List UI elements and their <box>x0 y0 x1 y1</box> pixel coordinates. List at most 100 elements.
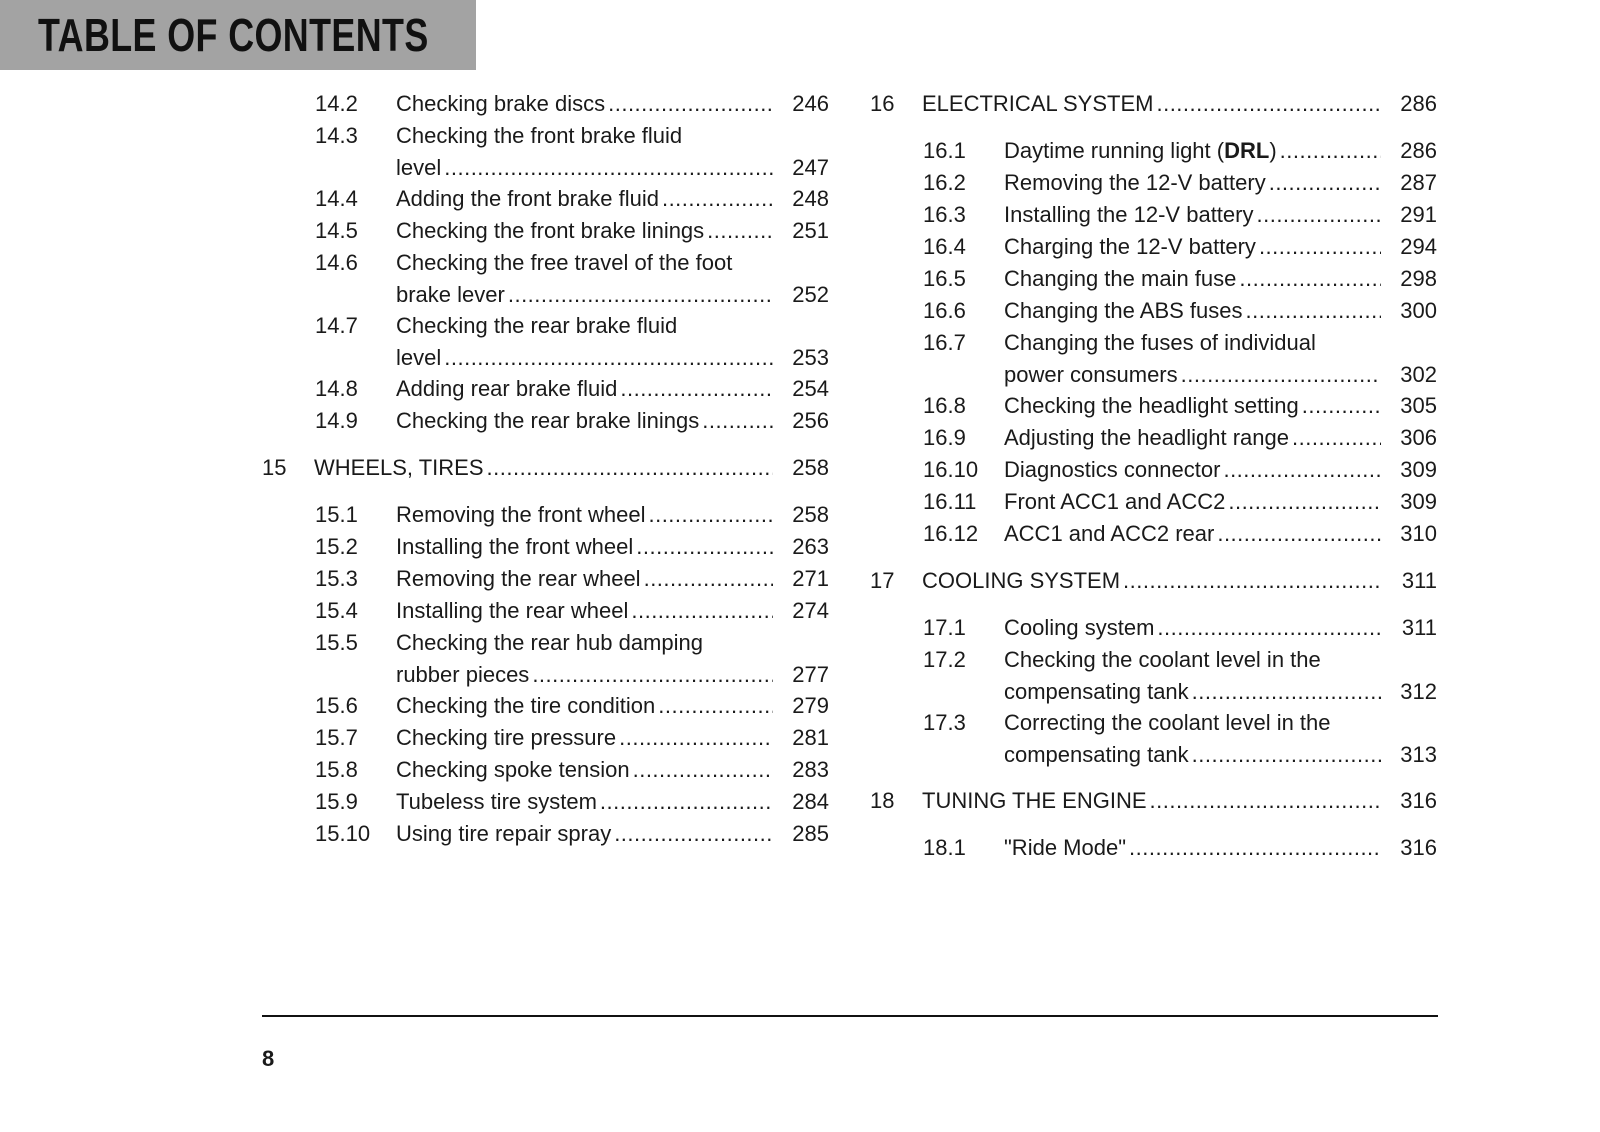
toc-entry[interactable]: 14.4 Adding the front brake fluid 248 <box>262 183 829 215</box>
toc-entry[interactable]: 14.8 Adding rear brake fluid 254 <box>262 373 829 405</box>
page-reference[interactable]: 281 <box>792 725 829 750</box>
toc-entry[interactable]: 16.10 Diagnostics connector 309 <box>870 454 1437 486</box>
section-title: Checking tire pressure <box>396 725 617 750</box>
page-reference[interactable]: 248 <box>792 186 829 211</box>
toc-entry[interactable]: 16.1 Daytime running light (DRL) 286 <box>870 135 1437 167</box>
page-reference[interactable]: 277 <box>792 662 829 687</box>
page-reference[interactable]: 283 <box>792 757 829 782</box>
toc-entry[interactable]: 16.3 Installing the 12-V battery 291 <box>870 199 1437 231</box>
toc-entry-line: 15.4 Installing the rear wheel 274 <box>262 595 829 627</box>
section-title: Adjusting the headlight range <box>1004 425 1289 450</box>
page-reference[interactable]: 252 <box>792 282 829 307</box>
page-reference[interactable]: 247 <box>792 155 829 180</box>
page-reference[interactable]: 312 <box>1400 679 1437 704</box>
toc-entry[interactable]: 14.2 Checking brake discs 246 <box>262 88 829 120</box>
toc-entry[interactable]: 18.1 "Ride Mode" 316 <box>870 832 1437 864</box>
page-reference[interactable]: 291 <box>1400 202 1437 227</box>
toc-entry[interactable]: 16.4 Charging the 12-V battery 294 <box>870 231 1437 263</box>
page-reference[interactable]: 306 <box>1400 425 1437 450</box>
toc-entry[interactable]: 14.5 Checking the front brake linings 251 <box>262 215 829 247</box>
page-reference[interactable]: 286 <box>1400 91 1437 116</box>
page-reference[interactable]: 274 <box>792 598 829 623</box>
toc-entry[interactable]: 14.9 Checking the rear brake linings 256 <box>262 405 829 437</box>
toc-chapter-entry[interactable]: 17 COOLING SYSTEM 311 <box>870 565 1437 597</box>
section-title: Checking the front brake linings <box>396 218 705 243</box>
toc-entry[interactable]: 16.12 ACC1 and ACC2 rear 310 <box>870 518 1437 550</box>
toc-entry[interactable]: 15.5 Checking the rear hub damping rubber … <box>262 627 829 690</box>
page-reference[interactable]: 271 <box>792 566 829 591</box>
page-reference[interactable]: 254 <box>792 376 829 401</box>
page-reference[interactable]: 253 <box>792 345 829 370</box>
toc-entry[interactable]: 17.2 Checking the coolant level in the com… <box>870 644 1437 707</box>
toc-entry[interactable]: 16.5 Changing the main fuse 298 <box>870 263 1437 295</box>
toc-entry-line: rubber pieces 277 <box>262 659 829 690</box>
toc-entry[interactable]: 15.6 Checking the tire condition 279 <box>262 690 829 722</box>
toc-chapter-entry[interactable]: 18 TUNING THE ENGINE 316 <box>870 785 1437 817</box>
section-title: TUNING THE ENGINE <box>922 788 1147 813</box>
toc-entry-line: compensating tank 313 <box>870 739 1437 770</box>
page-reference[interactable]: 258 <box>792 455 829 480</box>
section-number: 14.5 <box>315 218 358 243</box>
toc-entry[interactable]: 16.6 Changing the ABS fuses 300 <box>870 295 1437 327</box>
toc-entry-line: 16.5 Changing the main fuse 298 <box>870 263 1437 295</box>
page-reference[interactable]: 309 <box>1400 489 1437 514</box>
page-reference[interactable]: 286 <box>1400 138 1437 163</box>
page-reference[interactable]: 246 <box>792 91 829 116</box>
page-reference[interactable]: 302 <box>1400 362 1437 387</box>
section-title: Diagnostics connector <box>1004 457 1221 482</box>
page-reference[interactable]: 251 <box>792 218 829 243</box>
page-reference[interactable]: 263 <box>792 534 829 559</box>
toc-entry[interactable]: 14.3 Checking the front brake fluid level 2… <box>262 120 829 183</box>
page-reference[interactable]: 313 <box>1400 742 1437 767</box>
page-reference[interactable]: 284 <box>792 789 829 814</box>
page-reference[interactable]: 287 <box>1400 170 1437 195</box>
page-reference[interactable]: 279 <box>792 693 829 718</box>
toc-chapter-entry[interactable]: 16 ELECTRICAL SYSTEM 286 <box>870 88 1437 120</box>
toc-entry[interactable]: 15.3 Removing the rear wheel 271 <box>262 563 829 595</box>
section-number: 16.9 <box>923 425 966 450</box>
page-reference[interactable]: 285 <box>792 821 829 846</box>
page-reference[interactable]: 316 <box>1400 788 1437 813</box>
page-reference[interactable]: 298 <box>1400 266 1437 291</box>
toc-entry[interactable]: 14.6 Checking the free travel of the foot… <box>262 247 829 310</box>
page-reference[interactable]: 256 <box>792 408 829 433</box>
toc-entry[interactable]: 16.7 Changing the fuses of individual powe… <box>870 327 1437 390</box>
page-title: TABLE OF CONTENTS <box>38 9 429 61</box>
toc-entry[interactable]: 15.1 Removing the front wheel 258 <box>262 499 829 531</box>
toc-entry[interactable]: 16.9 Adjusting the headlight range 306 <box>870 422 1437 454</box>
toc-entry-line: 17.3 Correcting the coolant level in the <box>870 707 1437 739</box>
section-title: rubber pieces <box>396 662 530 687</box>
toc-entry[interactable]: 15.2 Installing the front wheel 263 <box>262 531 829 563</box>
toc-entry[interactable]: 16.8 Checking the headlight setting 305 <box>870 390 1437 422</box>
toc-entry[interactable]: 15.8 Checking spoke tension 283 <box>262 754 829 786</box>
page-reference[interactable]: 258 <box>792 502 829 527</box>
dot-leader <box>1181 359 1381 390</box>
toc-entry[interactable]: 16.11 Front ACC1 and ACC2 309 <box>870 486 1437 518</box>
section-title: Front ACC1 and ACC2 <box>1004 489 1226 514</box>
toc-entry[interactable]: 15.4 Installing the rear wheel 274 <box>262 595 829 627</box>
section-title: Installing the front wheel <box>396 534 634 559</box>
section-title: Removing the 12-V battery <box>1004 170 1266 195</box>
section-title: compensating tank <box>1004 742 1189 767</box>
page-reference[interactable]: 305 <box>1400 393 1437 418</box>
toc-entry-line: 18.1 "Ride Mode" 316 <box>870 832 1437 864</box>
toc-entry[interactable]: 15.10 Using tire repair spray 285 <box>262 818 829 850</box>
page-reference[interactable]: 311 <box>1401 568 1437 593</box>
section-number: 14.9 <box>315 408 358 433</box>
page-reference[interactable]: 316 <box>1400 835 1437 860</box>
toc-entry[interactable]: 15.9 Tubeless tire system 284 <box>262 786 829 818</box>
toc-chapter-entry[interactable]: 15 WHEELS, TIRES 258 <box>262 452 829 484</box>
page-reference[interactable]: 311 <box>1401 615 1437 640</box>
page-reference[interactable]: 294 <box>1400 234 1437 259</box>
section-title: compensating tank <box>1004 679 1189 704</box>
toc-entry[interactable]: 17.3 Correcting the coolant level in the c… <box>870 707 1437 770</box>
toc-entry[interactable]: 17.1 Cooling system 311 <box>870 612 1437 644</box>
section-number: 16.5 <box>923 266 966 291</box>
toc-entry[interactable]: 14.7 Checking the rear brake fluid level 25… <box>262 310 829 373</box>
toc-entry[interactable]: 15.7 Checking tire pressure 281 <box>262 722 829 754</box>
page-reference[interactable]: 309 <box>1400 457 1437 482</box>
toc-entry-line: 14.3 Checking the front brake fluid <box>262 120 829 152</box>
toc-entry[interactable]: 16.2 Removing the 12-V battery 287 <box>870 167 1437 199</box>
page-reference[interactable]: 310 <box>1400 521 1437 546</box>
page-reference[interactable]: 300 <box>1400 298 1437 323</box>
